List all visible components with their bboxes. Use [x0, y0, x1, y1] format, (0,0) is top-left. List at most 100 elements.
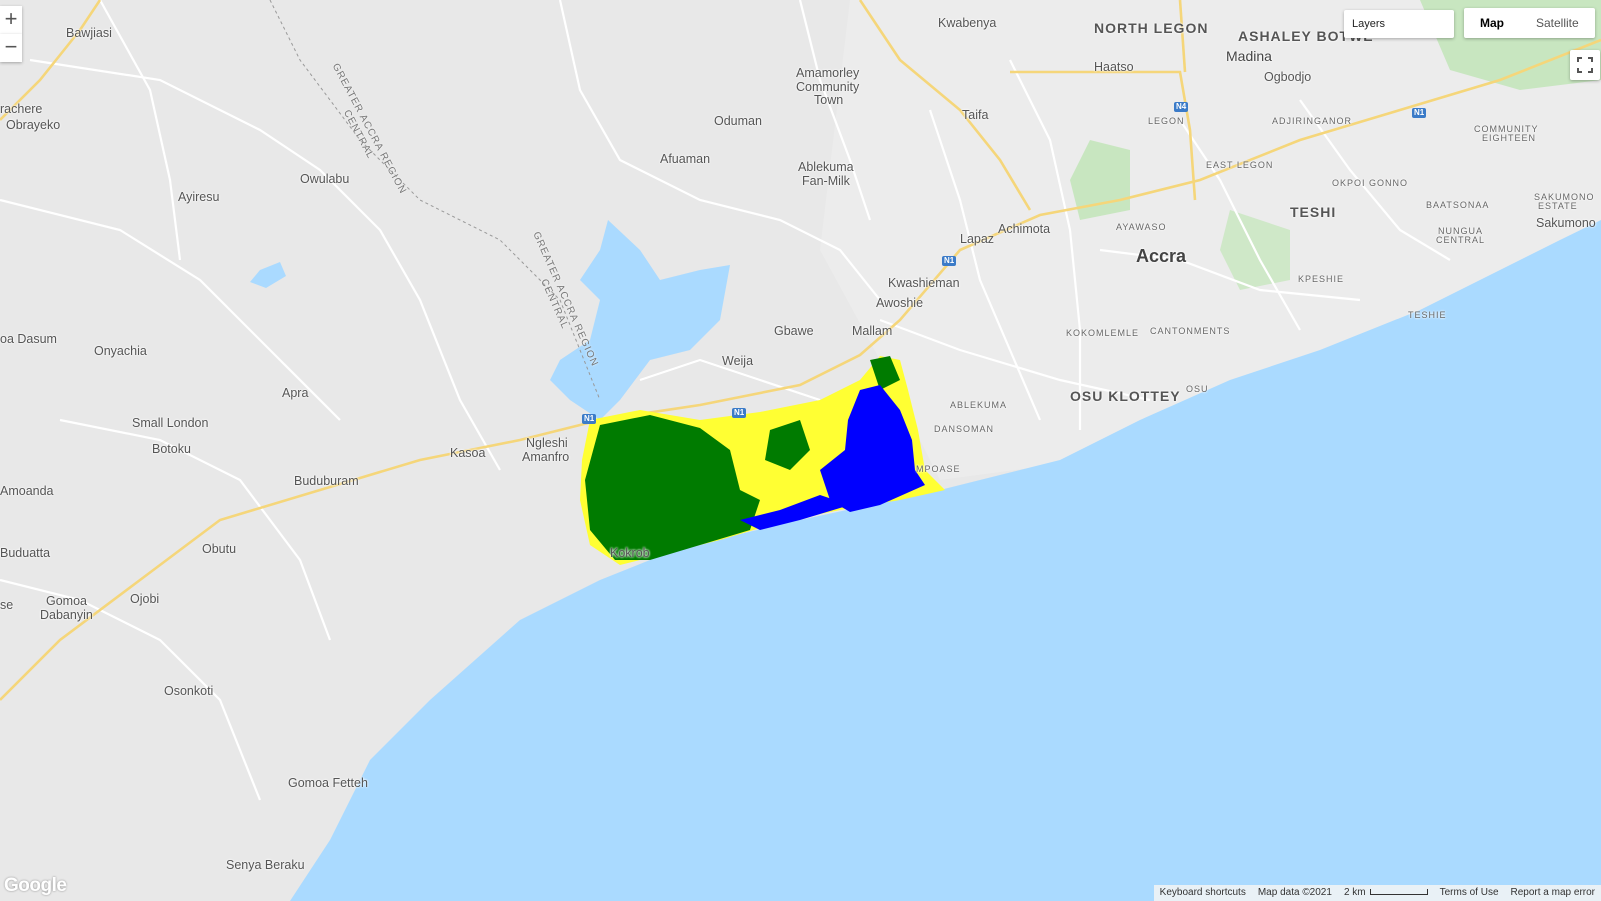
- place-label: Madina: [1226, 48, 1272, 64]
- route-shield: N1: [942, 256, 957, 266]
- district-label: CENTRAL: [1436, 235, 1486, 245]
- roads: [0, 0, 1451, 801]
- district-label: ASHALEY BOTWE: [1238, 28, 1374, 44]
- place-label: Town: [814, 93, 844, 107]
- class-vegetation: [870, 356, 900, 390]
- route-shield: N1: [1412, 108, 1427, 118]
- place-label: rachere: [0, 102, 43, 116]
- place-label: Ogbodjo: [1264, 70, 1312, 84]
- place-label: Mallam: [852, 324, 893, 338]
- district-label: ADJIRINGANOR: [1272, 116, 1353, 126]
- district-label: CANTONMENTS: [1150, 326, 1231, 336]
- place-label: Amamorley: [796, 66, 860, 80]
- place-label: Kasoa: [450, 446, 486, 460]
- place-label: Gomoa: [46, 594, 87, 608]
- place-label: Kokrob: [610, 546, 650, 560]
- fullscreen-icon: [1577, 57, 1593, 73]
- place-label: Awoshie: [876, 296, 924, 310]
- district-label: SAKUMONO: [1534, 192, 1595, 202]
- place-label: Ojobi: [130, 592, 160, 606]
- district-label: OKPOI GONNO: [1332, 178, 1409, 188]
- district-label: MPOASE: [916, 464, 961, 474]
- place-label: Lapaz: [960, 232, 995, 246]
- route-shield: N1: [732, 408, 747, 418]
- map-footer: Keyboard shortcuts Map data ©2021 2 km T…: [1153, 885, 1601, 901]
- place-label: Gomoa Fetteh: [288, 776, 368, 790]
- layers-select[interactable]: Layers: [1344, 10, 1454, 38]
- weija-lake: [550, 220, 730, 420]
- fullscreen-button[interactable]: [1570, 50, 1600, 80]
- district-label: TESHIE: [1408, 310, 1447, 320]
- class-vegetation: [765, 420, 810, 470]
- place-label: Gbawe: [774, 324, 814, 338]
- district-label: NUNGUA: [1438, 226, 1484, 236]
- place-label: Obutu: [202, 542, 237, 556]
- scale-indicator[interactable]: 2 km: [1338, 885, 1434, 901]
- district-label: ESTATE: [1538, 201, 1578, 211]
- place-label: Kwabenya: [938, 16, 997, 30]
- district-label: COMMUNITY: [1474, 124, 1539, 134]
- highways: [0, 0, 1601, 701]
- district-label: TESHI: [1290, 204, 1337, 220]
- place-label: Apra: [282, 386, 309, 400]
- place-label: Sakumono: [1536, 216, 1596, 230]
- place-label: Kwashieman: [888, 276, 960, 290]
- place-label: Senya Beraku: [226, 858, 305, 872]
- class-water: [740, 495, 850, 530]
- place-label: se: [0, 598, 14, 612]
- class-vegetation: [585, 415, 760, 560]
- place-label: Fan-Milk: [802, 174, 850, 188]
- zoom-in-button[interactable]: +: [0, 6, 22, 34]
- district-label: EAST LEGON: [1206, 160, 1274, 170]
- place-label: Weija: [722, 354, 754, 368]
- place-label: Botoku: [152, 442, 191, 456]
- district-label: OSU: [1186, 384, 1209, 394]
- place-label: Bawjiasi: [66, 26, 112, 40]
- place-label: Onyachia: [94, 344, 147, 358]
- class-water: [820, 385, 925, 512]
- place-label: Amoanda: [0, 484, 54, 498]
- classification-overlay: [580, 356, 945, 565]
- scale-bar: [1369, 889, 1428, 896]
- district-label: KPESHIE: [1298, 274, 1345, 284]
- map-type-control: Map Satellite: [1464, 8, 1595, 38]
- ocean: [290, 220, 1601, 901]
- city-label: Accra: [1136, 246, 1187, 266]
- zoom-out-button[interactable]: −: [0, 34, 22, 62]
- map-type-satellite-button[interactable]: Satellite: [1536, 16, 1579, 30]
- place-label: Small London: [132, 416, 209, 430]
- district-label: DANSOMAN: [934, 424, 995, 434]
- place-label: Amanfro: [522, 450, 570, 464]
- district-label: KOKOMLEMLE: [1066, 328, 1140, 338]
- district-label: OSU KLOTTEY: [1070, 388, 1181, 404]
- route-shield: N1: [582, 414, 597, 424]
- map-type-map-button[interactable]: Map: [1480, 16, 1504, 30]
- place-label: Taifa: [962, 108, 989, 122]
- place-label: Obrayeko: [6, 118, 61, 132]
- report-error-link[interactable]: Report a map error: [1510, 887, 1595, 898]
- place-label: Community: [796, 80, 860, 94]
- place-label: Buduatta: [0, 546, 51, 560]
- district-label: LEGON: [1148, 116, 1185, 126]
- district-label: ABLEKUMA: [950, 400, 1008, 410]
- place-label: Ayiresu: [178, 190, 220, 204]
- place-label: Achimota: [998, 222, 1051, 236]
- place-label: Ngleshi: [526, 436, 568, 450]
- map-data-attribution: Map data ©2021: [1257, 887, 1332, 898]
- district-label: AYAWASO: [1116, 222, 1167, 232]
- district-label: BAATSONAA: [1426, 200, 1490, 210]
- terms-link[interactable]: Terms of Use: [1439, 887, 1499, 898]
- district-label: NORTH LEGON: [1094, 20, 1209, 36]
- pond: [250, 262, 286, 288]
- scale-label: 2 km: [1343, 887, 1366, 898]
- google-logo: Google: [4, 875, 67, 896]
- place-label: Osonkoti: [164, 684, 214, 698]
- keyboard-shortcuts-link[interactable]: Keyboard shortcuts: [1159, 887, 1246, 898]
- place-label: Ablekuma: [798, 160, 854, 174]
- place-label: Owulabu: [300, 172, 350, 186]
- route-shield: N4: [1174, 102, 1189, 112]
- place-label: oa Dasum: [0, 332, 57, 346]
- district-label: EIGHTEEN: [1482, 133, 1537, 143]
- place-label: Oduman: [714, 114, 762, 128]
